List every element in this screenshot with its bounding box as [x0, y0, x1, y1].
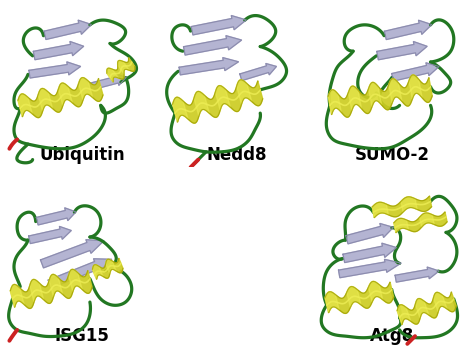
Polygon shape: [179, 58, 238, 75]
Polygon shape: [69, 269, 82, 292]
Text: Nedd8: Nedd8: [207, 146, 267, 164]
Polygon shape: [328, 75, 432, 117]
Polygon shape: [92, 265, 103, 279]
Text: SUMO-2: SUMO-2: [355, 146, 429, 164]
Polygon shape: [395, 267, 439, 282]
Polygon shape: [29, 62, 81, 78]
Polygon shape: [392, 63, 439, 81]
Polygon shape: [343, 243, 396, 262]
Polygon shape: [394, 212, 447, 233]
Polygon shape: [338, 259, 401, 278]
Polygon shape: [347, 287, 361, 308]
Polygon shape: [48, 259, 112, 288]
Polygon shape: [397, 292, 456, 325]
Polygon shape: [36, 208, 76, 225]
Polygon shape: [240, 64, 276, 81]
Polygon shape: [107, 68, 118, 82]
Polygon shape: [191, 16, 246, 35]
Polygon shape: [18, 78, 103, 118]
Polygon shape: [194, 91, 210, 116]
Polygon shape: [419, 213, 434, 227]
Polygon shape: [401, 197, 417, 212]
Polygon shape: [394, 218, 409, 233]
Polygon shape: [325, 292, 339, 313]
Polygon shape: [90, 74, 126, 90]
Polygon shape: [33, 42, 84, 60]
Polygon shape: [372, 202, 388, 218]
Polygon shape: [118, 61, 129, 74]
Polygon shape: [215, 86, 230, 110]
Polygon shape: [415, 299, 429, 318]
Polygon shape: [397, 305, 411, 325]
Polygon shape: [368, 282, 383, 302]
Polygon shape: [369, 82, 382, 107]
Polygon shape: [384, 20, 432, 40]
Polygon shape: [107, 58, 135, 82]
Polygon shape: [106, 259, 116, 274]
Polygon shape: [40, 240, 104, 268]
Polygon shape: [173, 97, 188, 122]
Polygon shape: [30, 279, 44, 302]
Polygon shape: [49, 274, 63, 297]
Polygon shape: [173, 80, 263, 123]
Polygon shape: [409, 75, 422, 99]
Text: ISG15: ISG15: [55, 327, 109, 345]
Polygon shape: [348, 86, 362, 111]
Polygon shape: [44, 20, 91, 39]
Text: Ubiquitin: Ubiquitin: [39, 146, 125, 164]
Polygon shape: [389, 79, 402, 103]
Polygon shape: [433, 292, 447, 312]
Polygon shape: [79, 78, 92, 100]
Polygon shape: [10, 269, 92, 308]
Polygon shape: [372, 196, 431, 218]
Polygon shape: [38, 88, 53, 111]
Polygon shape: [346, 223, 393, 244]
Polygon shape: [325, 282, 393, 313]
Polygon shape: [237, 80, 252, 104]
Polygon shape: [183, 36, 242, 55]
Polygon shape: [328, 90, 341, 114]
Polygon shape: [92, 258, 123, 279]
Polygon shape: [58, 83, 73, 106]
Text: Atg8: Atg8: [370, 327, 414, 345]
Polygon shape: [10, 284, 24, 307]
Polygon shape: [18, 94, 32, 117]
Polygon shape: [377, 42, 427, 60]
Polygon shape: [28, 226, 71, 244]
